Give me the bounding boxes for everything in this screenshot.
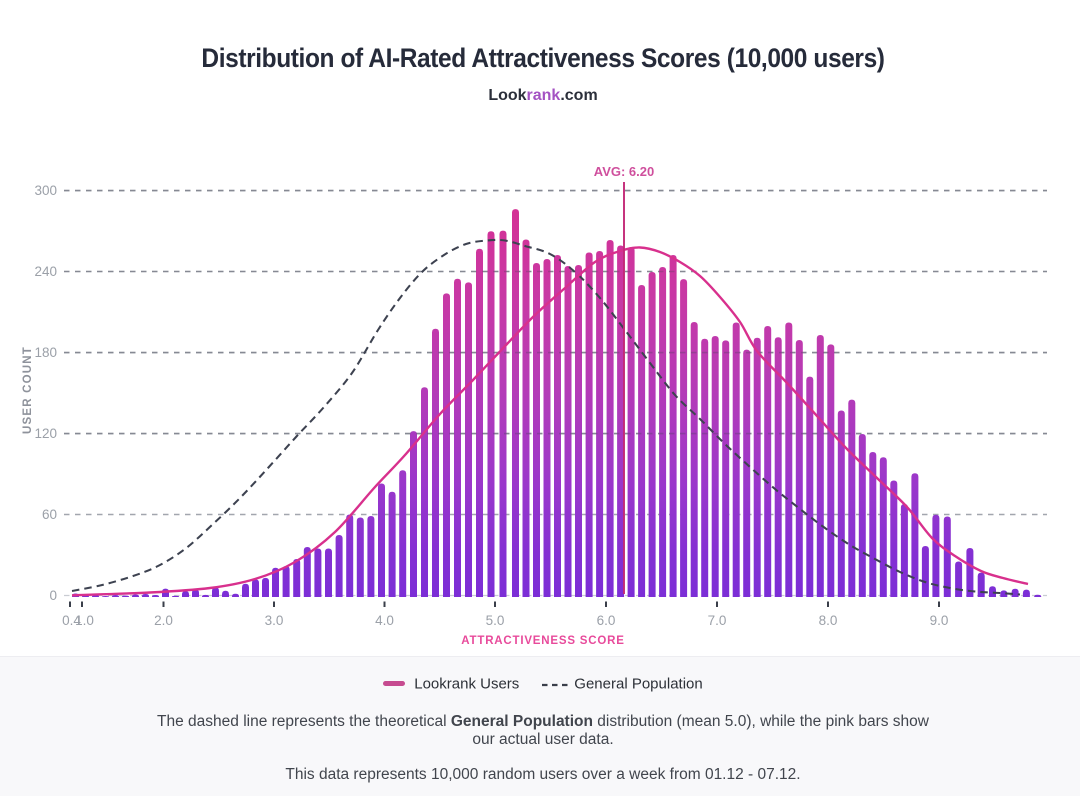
svg-text:5.0: 5.0 [486,613,505,628]
svg-text:9.0: 9.0 [930,613,949,628]
svg-text:4.0: 4.0 [375,613,394,628]
svg-text:8.0: 8.0 [819,613,838,628]
svg-text:USER COUNT: USER COUNT [22,346,34,434]
svg-text:2.0: 2.0 [154,613,173,628]
svg-text:6.0: 6.0 [597,613,616,628]
svg-text:240: 240 [34,264,57,279]
svg-text:0.4: 0.4 [62,613,81,628]
svg-text:3.0: 3.0 [265,613,284,628]
svg-text:180: 180 [34,345,57,360]
svg-text:AVG: 6.20: AVG: 6.20 [594,164,654,179]
svg-text:120: 120 [34,426,57,441]
svg-text:0: 0 [49,588,57,603]
svg-text:ATTRACTIVENESS SCORE: ATTRACTIVENESS SCORE [461,635,624,647]
svg-text:7.0: 7.0 [708,613,727,628]
svg-text:1.0: 1.0 [75,613,94,628]
svg-text:60: 60 [42,507,57,522]
svg-text:300: 300 [34,183,57,198]
